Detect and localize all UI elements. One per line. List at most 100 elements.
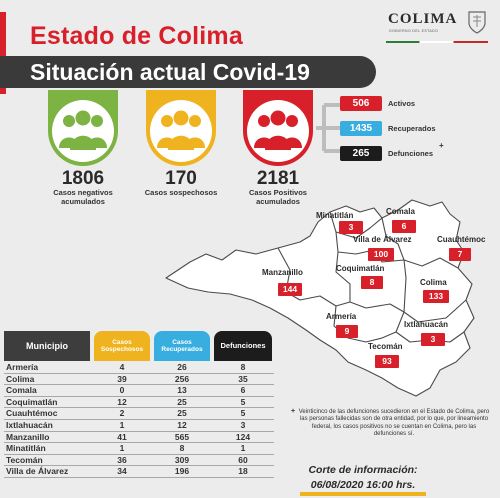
recuperados-label: Recuperados [388,124,436,133]
people-group-icon [157,110,205,150]
positivos-disc [247,100,309,162]
cell-defunciones: 124 [235,431,251,442]
map-value-ixtlahuacan: 3 [421,333,445,346]
cell-sospechosos: 1 [119,443,125,454]
table-row: Minatitlán 1 8 1 [4,443,274,455]
map-label-tecoman: Tecomán [368,342,403,351]
cutoff-date: 06/08/2020 16:00 hrs. [310,479,416,491]
table-header: Municipio Casos Sospechosos Casos Recupe… [4,331,274,361]
table-row: Cuauhtémoc 2 25 5 [4,408,274,420]
col-header-recuperados: Casos Recuperados [154,331,210,361]
sospechosos-label: Casos sospechosos [131,188,231,198]
map-label-minatitlan: Minatitlán [316,211,354,220]
sospechosos-value: 170 [165,168,197,189]
map-value-minatitlan: 3 [339,221,363,234]
map-label-ixtlahuacan: Ixtlahuacán [404,320,449,329]
cell-recuperados: 8 [179,443,185,454]
page-title: Estado de Colima [30,22,243,50]
col-header-sospechosos-line2: Sospechosos [100,346,144,353]
cell-defunciones: 5 [240,396,246,407]
positivos-value: 2181 [256,168,300,189]
cell-municipio: Manzanillo [6,431,50,442]
negativos-disc [52,100,114,162]
recuperados-value: 1435 [340,121,382,136]
table-row: Colima 39 256 35 [4,374,274,386]
cell-municipio: Ixtlahuacán [6,420,53,430]
shield-icon [468,11,486,34]
map-value-coquimatlan: 8 [361,276,383,289]
cell-recuperados: 196 [174,466,190,477]
map-value-comala: 6 [392,220,416,233]
map-value-armeria: 9 [336,325,358,338]
cell-defunciones: 35 [238,373,248,384]
cell-recuperados: 25 [177,396,187,407]
col-header-municipio: Municipio [4,331,90,361]
sospechosos-disc [150,100,212,162]
cell-recuperados: 12 [177,420,187,430]
cell-sospechosos: 2 [119,408,125,419]
map-label-manzanillo: Manzanillo [262,268,303,277]
positivos-label-line1: Casos Positivos [249,188,307,197]
cell-municipio: Villa de Álvarez [6,466,69,477]
cell-municipio: Tecomán [6,454,43,465]
col-header-defunciones: Defunciones [214,331,272,361]
col-header-sospechosos: Casos Sospechosos [94,331,150,361]
cell-sospechosos: 0 [119,385,125,396]
map-value-colima: 133 [423,290,449,303]
col-header-recuperados-line1: Casos [172,339,192,346]
col-header-recuperados-line2: Recuperados [161,346,203,353]
cell-defunciones: 60 [238,454,248,465]
cell-municipio: Coquimatlán [6,396,58,407]
negativos-value: 1806 [61,168,105,189]
activos-label: Activos [388,99,416,108]
cell-defunciones: 3 [240,420,246,430]
cell-sospechosos: 36 [117,454,127,465]
cell-defunciones: 8 [240,362,246,372]
negativos-label: Casos negativos acumulados [33,188,133,206]
cell-municipio: Minatitlán [6,443,46,454]
logo-subtext: GOBIERNO DEL ESTADO [389,29,439,33]
negativos-card [48,90,118,166]
defunciones-footnote-mark: + [439,141,444,150]
map-division-line [329,211,383,239]
defunciones-label: Defunciones [388,149,434,158]
cutoff-underline [300,492,426,496]
map-label-coquimatlan: Coquimatlán [336,264,385,273]
breakdown-bracket [316,103,340,153]
cell-defunciones: 5 [240,408,246,419]
colima-map [165,199,475,397]
positivos-label-line2: acumulados [256,196,300,206]
table-row: Manzanillo 41 565 124 [4,432,274,444]
table-row: Comala 0 13 6 [4,385,274,397]
map-label-armeria: Armería [326,312,357,321]
map-value-cuauhtemoc: 7 [449,248,471,261]
cell-defunciones: 6 [240,385,246,396]
map-value-manzanillo: 144 [278,283,302,296]
activos-value: 506 [340,96,382,111]
cell-recuperados: 26 [177,362,187,372]
cell-recuperados: 25 [177,408,187,419]
logo-divider [386,41,488,43]
map-division-line [335,251,405,313]
page-subtitle: Situación actual Covid-19 [0,56,376,88]
defunciones-value: 265 [340,146,382,161]
cell-recuperados: 13 [177,385,187,396]
table-row: Villa de Álvarez 34 196 18 [4,466,274,478]
map-label-colima: Colima [420,278,447,287]
cell-municipio: Comala [6,385,37,396]
negativos-label-line2: acumulados [61,196,105,206]
defunciones-note: Veinticinco de las defunciones sucediero… [298,409,490,438]
cell-defunciones: 18 [238,466,248,477]
table-row: Tecomán 36 309 60 [4,455,274,467]
table-row: Ixtlahuacán 1 12 3 [4,420,274,432]
people-group-icon [59,110,107,150]
negativos-label-line1: Casos negativos [53,188,113,197]
cell-recuperados: 256 [174,373,190,384]
map-value-villa-de-alvarez: 100 [368,248,394,261]
accent-strip [0,12,6,94]
cell-sospechosos: 34 [117,466,127,477]
map-division-line [335,231,405,263]
map-label-villa-de-alvarez: Villa de Álvarez [353,235,412,244]
cell-recuperados: 309 [174,454,190,465]
